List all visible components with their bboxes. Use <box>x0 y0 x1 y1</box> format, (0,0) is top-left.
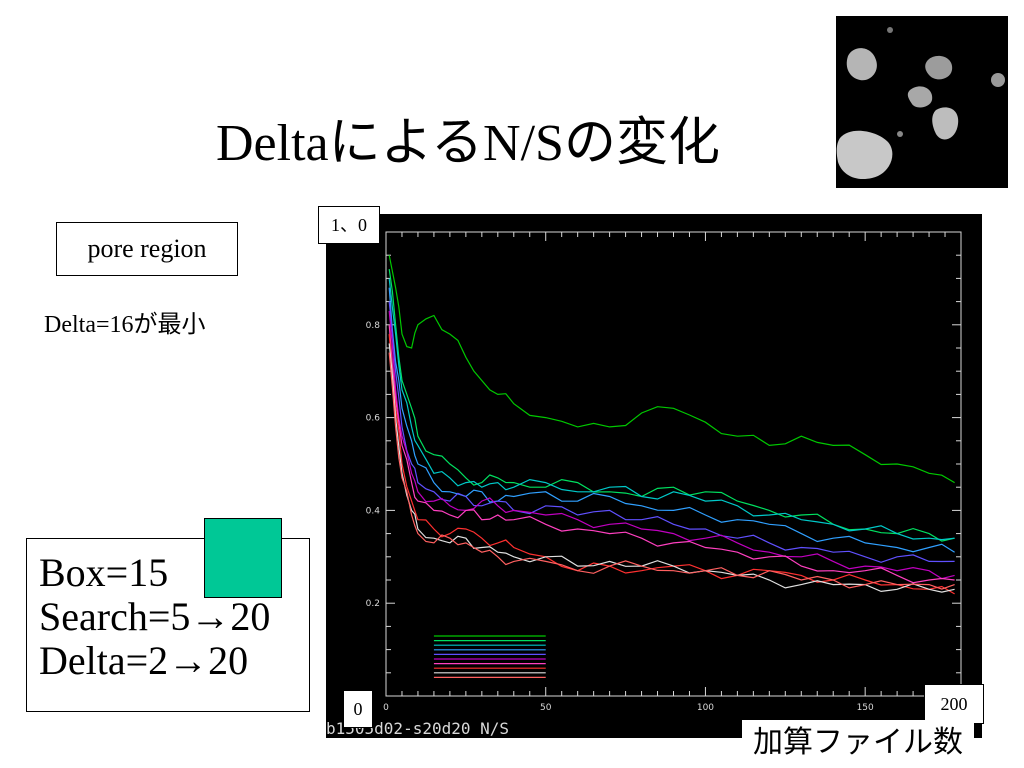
pore-image <box>836 16 1008 188</box>
x-tick-label: 150 <box>857 703 874 713</box>
param-delta: Delta=2→20 <box>39 638 249 683</box>
chart-background <box>326 214 982 738</box>
origin-label: 0 <box>343 690 373 728</box>
series-line <box>388 343 955 593</box>
x-tick-label: 100 <box>697 703 714 713</box>
x-axis-label: 加算ファイル数 <box>742 720 974 766</box>
y-tick-label: 0.6 <box>366 414 381 424</box>
series-line <box>388 255 955 484</box>
x-tick-label: 0 <box>383 703 389 713</box>
slide-title: DeltaによるN/Sの変化 <box>216 115 720 172</box>
series-line <box>388 352 955 590</box>
param-search: Search=5→20 <box>39 594 271 639</box>
color-swatch <box>204 518 282 598</box>
series-line <box>388 278 955 541</box>
param-box-size: Box=15 <box>39 550 169 595</box>
delta-minimum-note: Delta=16が最小 <box>44 312 206 338</box>
series-line <box>388 324 955 584</box>
y-tick-label: 0.4 <box>366 506 381 516</box>
series-line <box>388 287 955 553</box>
y-tick-label: 0.2 <box>366 599 380 609</box>
series-line <box>388 301 955 563</box>
x-max-label: 200 <box>924 684 984 724</box>
x-tick-label: 50 <box>540 703 552 713</box>
pore-region-label: pore region <box>56 222 238 276</box>
y-max-label: 1、0 <box>318 206 380 244</box>
y-tick-label: 0.8 <box>366 321 381 331</box>
series-line <box>388 310 955 580</box>
